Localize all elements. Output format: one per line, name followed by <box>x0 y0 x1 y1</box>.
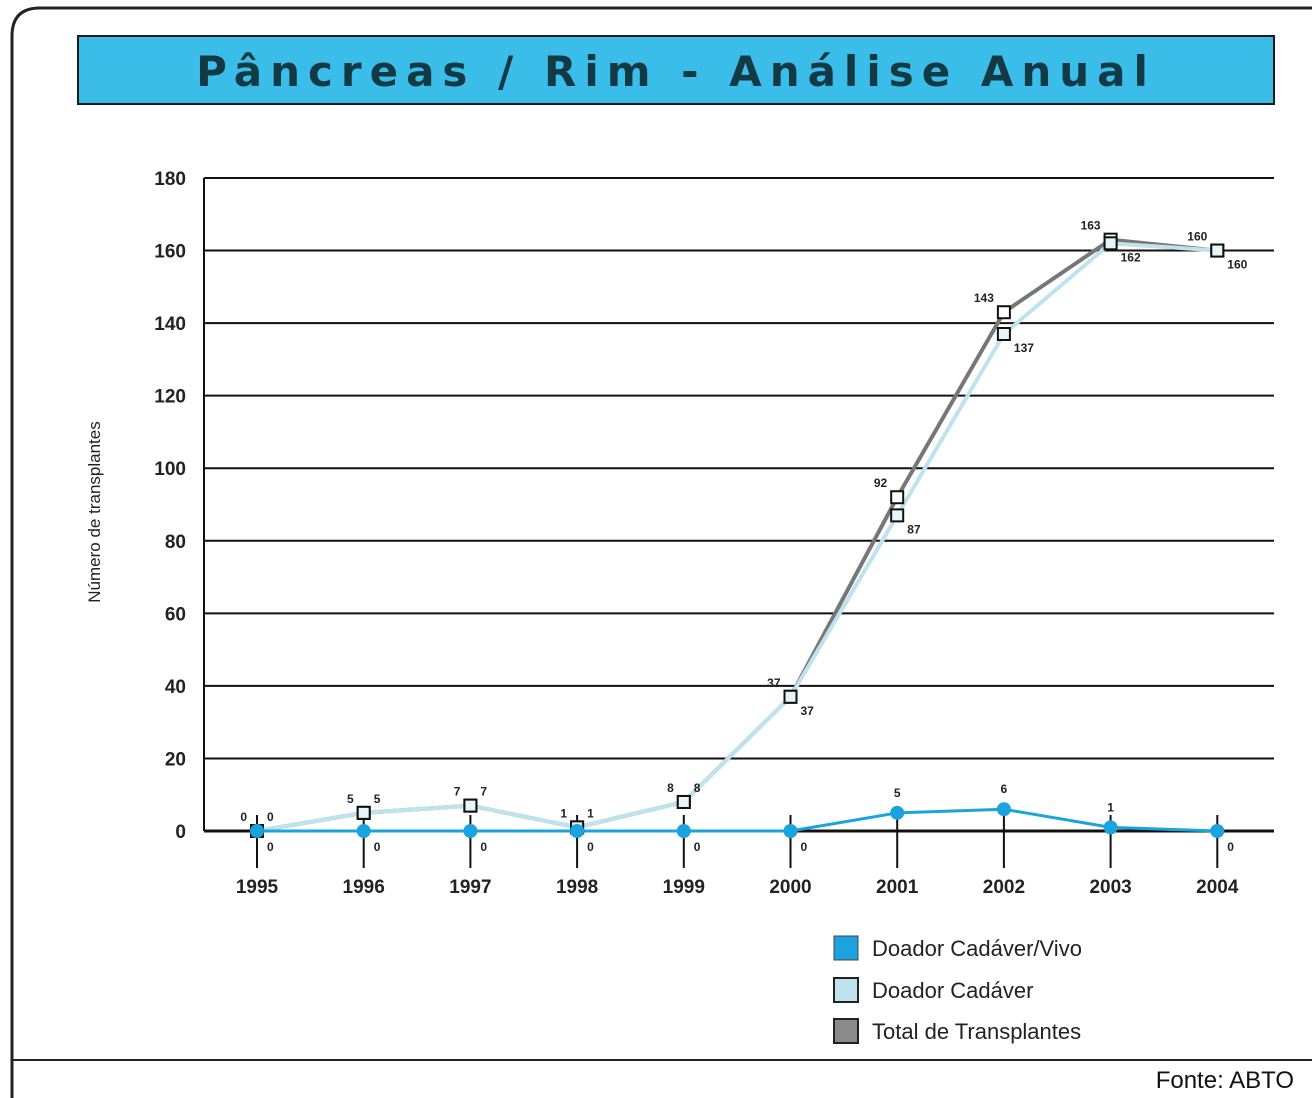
data-labels: 0 0 0 5 5 0 7 7 0 1 1 0 8 8 0 37 37 0 92 87 5 143 137 6 163 162 1 1… <box>240 219 1247 854</box>
label-total-1996: 5 <box>347 792 354 806</box>
y-tick-label-120: 120 <box>154 387 186 408</box>
label-total-2002: 143 <box>974 291 994 305</box>
x-tick-label-1999: 1999 <box>663 877 705 898</box>
label-cadaver-vivo-1998: 0 <box>587 840 594 854</box>
legend-item-cadaver: Doador Cadáver <box>833 977 1033 1003</box>
label-total-1997: 7 <box>454 785 461 799</box>
legend-swatch-cadaver <box>833 977 859 1003</box>
y-tick-label-180: 180 <box>154 169 186 190</box>
y-tick-label-80: 80 <box>165 532 186 553</box>
y-tick-label-60: 60 <box>165 604 186 625</box>
chart-title: Pâncreas / Rim - Análise Anual <box>196 47 1156 96</box>
marker-cadaver-vivo-1996 <box>356 824 371 838</box>
label-cadaver-1995: 0 <box>267 810 274 824</box>
series <box>250 232 1225 838</box>
marker-total-2002 <box>996 305 1011 320</box>
legend-item-cadaver-vivo: Doador Cadáver/Vivo <box>833 935 1082 961</box>
x-tick-label-2001: 2001 <box>876 877 919 898</box>
y-tick-label-20: 20 <box>165 749 186 770</box>
marker-cadaver-vivo-2003 <box>1103 820 1118 835</box>
legend-swatch-cadaver-vivo <box>833 935 859 961</box>
label-cadaver-2000: 37 <box>801 704 815 718</box>
source-note: Fonte: ABTO <box>1156 1067 1294 1094</box>
x-tick-label-1996: 1996 <box>343 877 385 898</box>
label-cadaver-vivo-1999: 0 <box>694 840 701 854</box>
legend-label-total: Total de Transplantes <box>872 1019 1081 1044</box>
marker-cadaver-vivo-2004 <box>1210 824 1225 838</box>
marker-cadaver-vivo-2000 <box>783 824 798 838</box>
label-cadaver-vivo-1997: 0 <box>480 840 487 854</box>
marker-cadaver-2003 <box>1103 236 1118 251</box>
label-total-1998: 1 <box>560 806 567 820</box>
y-tick-labels: 0 20 40 60 80 100 120 140 160 180 <box>154 169 186 843</box>
label-cadaver-vivo-2003: 1 <box>1107 800 1114 814</box>
label-cadaver-vivo-1995: 0 <box>267 840 274 854</box>
marker-cadaver-vivo-1997 <box>463 824 478 838</box>
line-cadaver <box>256 241 1218 833</box>
marker-cadaver-vivo-1999 <box>676 824 691 838</box>
x-tick-label-2000: 2000 <box>769 877 811 898</box>
x-tick-label-1998: 1998 <box>556 877 598 898</box>
y-tick-label-40: 40 <box>165 677 186 698</box>
legend-label-cadaver-vivo: Doador Cadáver/Vivo <box>872 936 1082 961</box>
marker-cadaver-2002 <box>996 326 1011 341</box>
label-total-1995: 0 <box>240 810 247 824</box>
x-tick-label-2002: 2002 <box>983 877 1025 898</box>
label-total-2004: 160 <box>1187 230 1207 244</box>
marker-cadaver-2001 <box>890 508 905 523</box>
legend: Doador Cadáver/Vivo Doador Cadáver Total… <box>833 935 1082 1044</box>
marker-cadaver-1999 <box>676 794 691 809</box>
marker-cadaver-2000 <box>783 689 798 704</box>
label-cadaver-1999: 8 <box>694 781 701 795</box>
y-tick-label-140: 140 <box>154 314 186 335</box>
label-cadaver-2002: 137 <box>1014 341 1034 355</box>
title-bar <box>77 35 1275 105</box>
label-total-2000: 37 <box>767 676 781 690</box>
label-cadaver-2003: 162 <box>1121 250 1141 264</box>
marker-cadaver-1996 <box>356 805 371 820</box>
label-total-1999: 8 <box>667 781 674 795</box>
legend-item-total: Total de Transplantes <box>833 1018 1081 1044</box>
y-tick-label-160: 160 <box>154 242 186 263</box>
label-cadaver-vivo-1996: 0 <box>374 840 381 854</box>
legend-label-cadaver: Doador Cadáver <box>872 978 1033 1003</box>
label-cadaver-2004: 160 <box>1227 258 1247 272</box>
x-tick-labels: 1995 1996 1997 1998 1999 2000 2001 2002 2003 2004 <box>236 877 1239 898</box>
marker-cadaver-vivo-1998 <box>570 824 585 838</box>
label-cadaver-1998: 1 <box>587 806 594 820</box>
label-cadaver-vivo-2000: 0 <box>801 840 808 854</box>
line-cadaver-vivo <box>257 807 1218 833</box>
label-cadaver-1996: 5 <box>374 792 381 806</box>
legend-swatch-total <box>833 1018 859 1044</box>
x-tick-label-1997: 1997 <box>449 877 491 898</box>
label-cadaver-vivo-2004: 0 <box>1227 840 1234 854</box>
marker-cadaver-2004 <box>1210 243 1225 258</box>
y-tick-label-100: 100 <box>154 459 186 480</box>
line-total <box>256 237 1218 833</box>
grid <box>203 177 1274 868</box>
frame-border <box>10 6 1312 1098</box>
x-tick-label-2004: 2004 <box>1196 877 1239 898</box>
marker-cadaver-vivo-2001 <box>890 805 905 820</box>
y-axis-label: Número de transplantes <box>85 421 104 602</box>
marker-total-2001 <box>890 490 905 505</box>
marker-cadaver-vivo-2002 <box>996 802 1011 817</box>
label-cadaver-vivo-2001: 5 <box>894 786 901 800</box>
label-cadaver-2001: 87 <box>907 522 921 536</box>
marker-cadaver-1997 <box>463 798 478 813</box>
marker-cadaver-vivo-1995 <box>250 824 264 838</box>
label-total-2001: 92 <box>874 476 888 490</box>
x-tick-label-2003: 2003 <box>1089 877 1131 898</box>
label-cadaver-vivo-2002: 6 <box>1001 782 1008 796</box>
label-cadaver-1997: 7 <box>480 785 487 799</box>
label-total-2003: 163 <box>1081 219 1101 233</box>
x-tick-label-1995: 1995 <box>236 877 279 898</box>
y-tick-label-0: 0 <box>175 822 186 843</box>
